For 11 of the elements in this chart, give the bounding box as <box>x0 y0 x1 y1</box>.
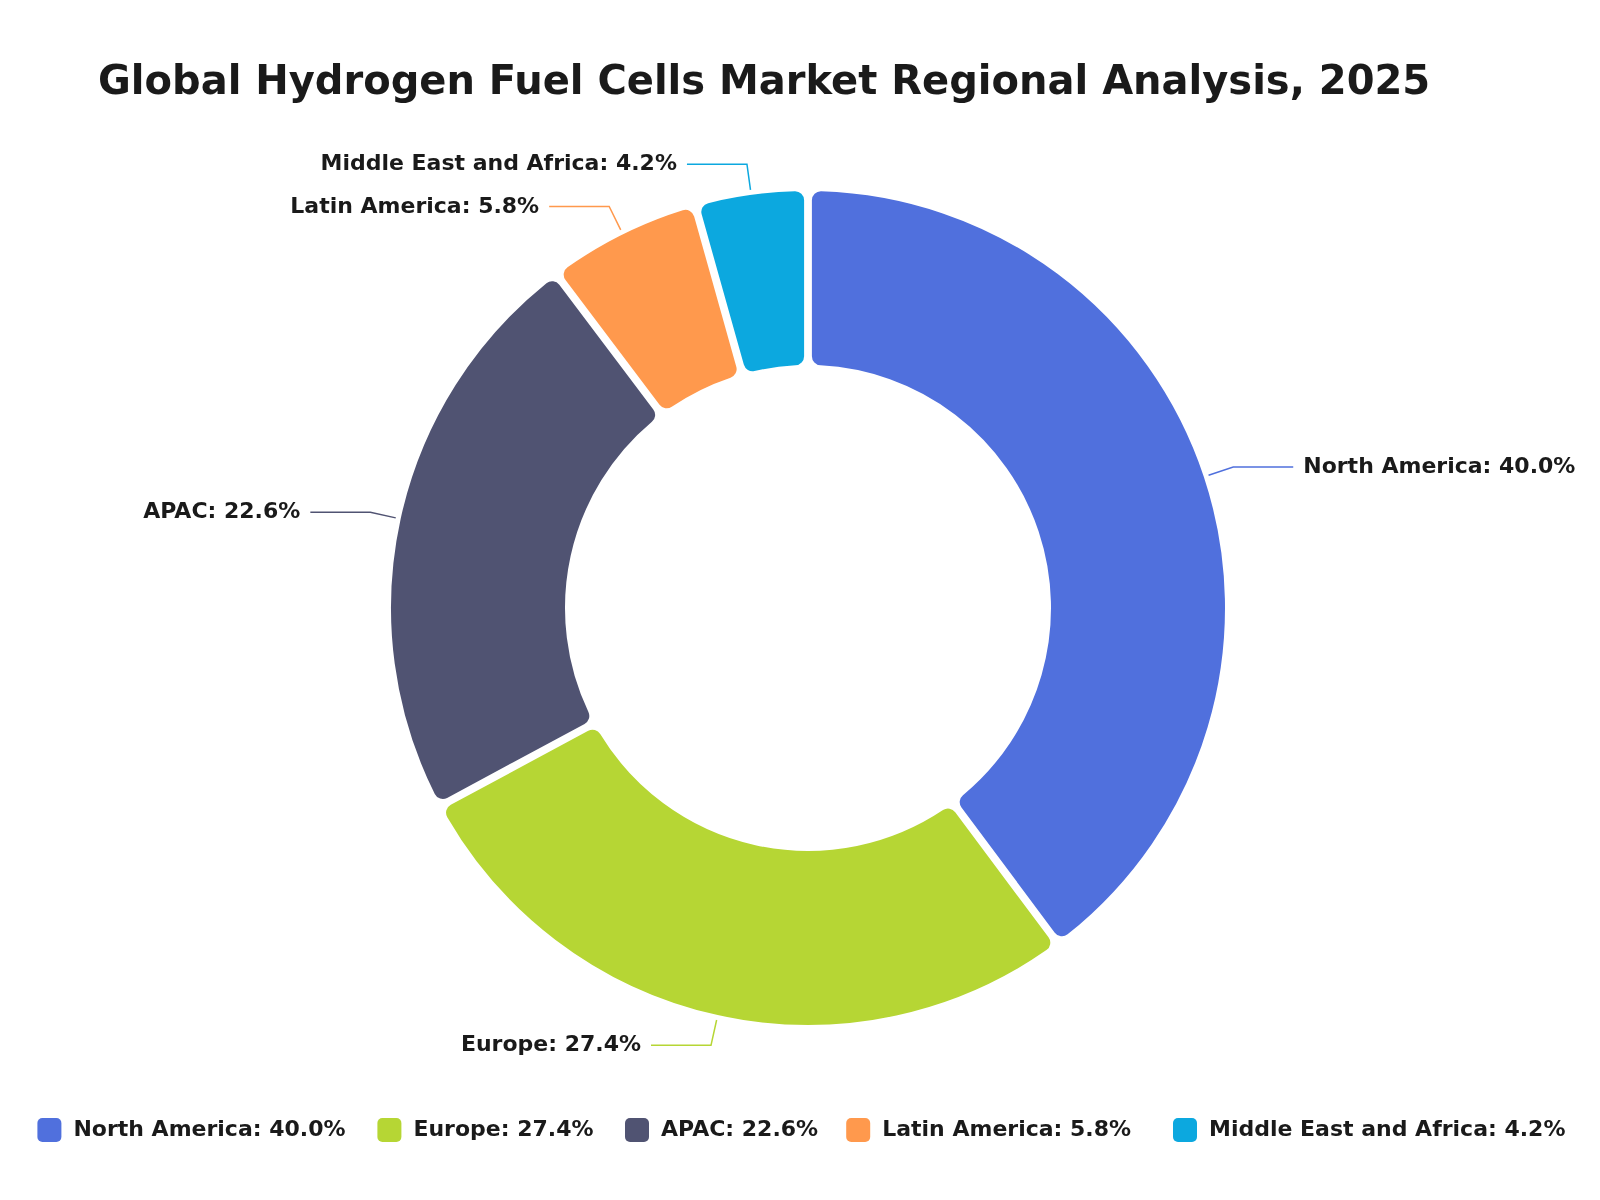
slice-label: APAC: 22.6% <box>143 498 301 524</box>
legend-label: Latin America: 5.8% <box>882 1116 1132 1141</box>
slice-label: Latin America: 5.8% <box>290 192 540 218</box>
legend-label: Europe: 27.4% <box>413 1116 594 1141</box>
chart-title: Global Hydrogen Fuel Cells Market Regional Analysis, 2025 <box>98 57 1431 103</box>
slice-label: North America: 40.0% <box>1303 453 1576 479</box>
legend-label: Middle East and Africa: 4.2% <box>1209 1116 1566 1141</box>
slice-label: Europe: 27.4% <box>460 1031 641 1057</box>
legend-label: APAC: 22.6% <box>661 1116 819 1141</box>
legend-label: North America: 40.0% <box>73 1116 346 1141</box>
slice-label: Middle East and Africa: 4.2% <box>320 150 677 176</box>
